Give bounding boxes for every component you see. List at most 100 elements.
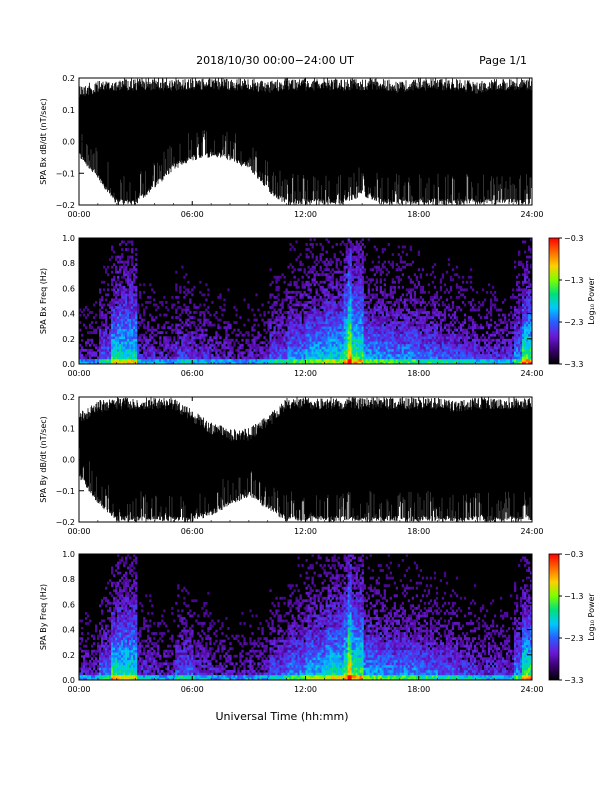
spectrogram-cell	[369, 341, 372, 345]
spectrogram-cell	[239, 343, 242, 347]
spectrogram-cell	[131, 303, 134, 307]
spectrogram-cell	[339, 361, 342, 365]
spectrogram-cell	[115, 326, 118, 330]
spectrogram-cell	[421, 316, 425, 319]
spectrogram-cell	[281, 321, 284, 324]
spectrogram-cell	[321, 356, 324, 360]
spectrogram-cell	[259, 358, 262, 362]
spectrogram-cell	[87, 351, 90, 355]
spectrogram-cell	[279, 353, 282, 357]
spectrogram-cell	[387, 323, 390, 327]
spectrogram-cell	[361, 348, 364, 352]
spectrogram-cell	[275, 343, 278, 347]
spectrogram-cell	[291, 270, 294, 274]
spectrogram-cell	[85, 316, 88, 319]
spectrogram-cell	[151, 326, 154, 330]
spectrogram-cell	[83, 308, 86, 312]
spectrogram-cell	[193, 303, 196, 307]
spectrogram-cell	[355, 328, 358, 332]
spectrogram-cell	[275, 301, 278, 304]
spectrogram-cell	[317, 311, 320, 314]
spectrogram-cell	[469, 353, 473, 357]
spectrogram-cell	[139, 293, 142, 297]
spectrogram-cell	[149, 351, 152, 355]
spectrogram-cell	[273, 333, 276, 337]
spectrogram-cell	[411, 321, 415, 324]
spectrogram-cell	[489, 353, 493, 357]
spectrogram-cell	[283, 328, 286, 332]
spectrogram-cell	[359, 273, 362, 277]
spectrogram-cell	[93, 351, 96, 355]
spectrogram-cell	[281, 313, 284, 317]
spectrogram-cell	[213, 348, 216, 352]
spectrogram-cell	[395, 321, 398, 324]
spectrogram-cell	[113, 275, 116, 279]
spectrogram-cell	[337, 346, 340, 350]
spectrogram-cell	[343, 260, 346, 264]
spectrogram-cell	[105, 293, 108, 297]
spectrogram-cell	[99, 301, 102, 304]
spectrogram-cell	[311, 343, 314, 347]
spectrogram-cell	[289, 306, 292, 309]
spectrogram-cell	[221, 353, 224, 357]
spectrogram-cell	[317, 326, 320, 330]
spectrogram-cell	[427, 361, 431, 365]
spectrogram-cell	[341, 303, 344, 307]
spectrogram-cell	[393, 316, 396, 319]
spectrogram-cell	[263, 353, 266, 357]
spectrogram-cell	[287, 346, 290, 350]
spectrogram-cell	[435, 328, 439, 332]
spectrogram-cell	[391, 358, 394, 362]
spectrogram-cell	[331, 326, 334, 330]
spectrogram-cell	[513, 323, 517, 327]
spectrogram-cell	[335, 336, 338, 340]
spectrogram-cell	[269, 268, 272, 272]
spectrogram-cell	[341, 293, 344, 297]
spectrogram-cell	[215, 331, 218, 335]
spectrogram-cell	[323, 301, 326, 304]
spectrogram-cell	[403, 265, 407, 269]
spectrogram-cell	[431, 308, 435, 312]
spectrogram-cell	[143, 326, 146, 330]
spectrogram-cell	[385, 348, 388, 352]
spectrogram-cell	[239, 331, 242, 335]
spectrogram-cell	[405, 351, 409, 355]
spectrogram-cell	[211, 353, 214, 357]
spectrogram-cell	[275, 341, 278, 345]
spectrogram-cell	[347, 283, 350, 287]
spectrogram-cell	[315, 343, 318, 347]
spectrogram-cell	[397, 311, 400, 314]
spectrogram-cell	[397, 336, 400, 340]
spectrogram-cell	[329, 278, 332, 282]
spectrogram-cell	[359, 265, 362, 269]
spectrogram-cell	[303, 318, 306, 322]
spectrogram-cell	[119, 328, 122, 332]
spectrogram-cell	[475, 308, 479, 312]
spectrogram-cell	[457, 343, 461, 347]
spectrogram-cell	[387, 336, 390, 340]
spectrogram-cell	[425, 353, 429, 357]
spectrogram-cell	[225, 333, 228, 337]
spectrogram-cell	[125, 288, 128, 292]
spectrogram-cell	[329, 341, 332, 345]
spectrogram-cell	[285, 336, 288, 340]
spectrogram-cell	[333, 336, 336, 340]
spectrogram-cell	[375, 288, 378, 292]
spectrogram-cell	[347, 341, 350, 345]
spectrogram-cell	[113, 343, 116, 347]
spectrogram-cell	[485, 346, 489, 350]
spectrogram-cell	[345, 265, 348, 269]
spectrogram-cell	[361, 255, 364, 259]
spectrogram-cell	[381, 326, 384, 330]
spectrogram-cell	[317, 318, 320, 322]
spectrogram-cell	[99, 288, 102, 292]
spectrogram-cell	[463, 338, 467, 342]
spectrogram-cell	[109, 303, 112, 307]
spectrogram-cell	[355, 303, 358, 307]
spectrogram-cell	[289, 326, 292, 330]
spectrogram-cell	[255, 336, 258, 340]
spectrogram-cell	[373, 311, 376, 314]
spectrogram-cell	[171, 341, 174, 345]
spectrogram-cell	[431, 341, 435, 345]
spectrogram-cell	[193, 343, 196, 347]
